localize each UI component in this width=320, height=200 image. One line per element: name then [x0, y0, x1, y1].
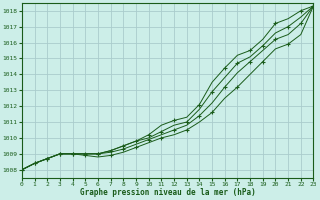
X-axis label: Graphe pression niveau de la mer (hPa): Graphe pression niveau de la mer (hPa) — [80, 188, 256, 197]
